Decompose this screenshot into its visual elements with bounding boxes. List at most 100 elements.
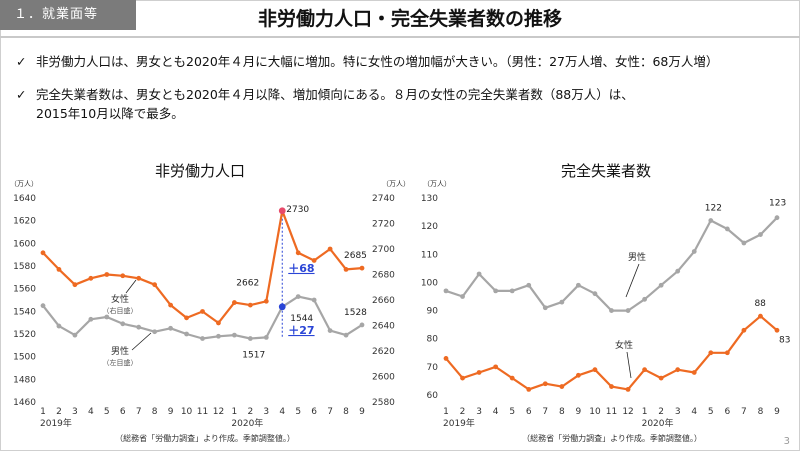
right-axis-tick-label: 2680 [372, 271, 395, 281]
page-title: 非労働力人口・完全失業者数の推移 [257, 8, 562, 30]
x-axis-tick-label: 1 [642, 407, 648, 417]
right-axis-unit: （万人） [382, 180, 410, 188]
data-point [625, 308, 631, 313]
bullet-text: 非労働力人口は、男女とも2020年４月に大幅に増加。特に女性の増加幅が大きい。（… [36, 54, 719, 69]
left-axis-tick-label: 1460 [13, 398, 36, 408]
right-axis-tick-label: 2640 [372, 322, 395, 332]
x-axis-tick-label: 3 [72, 407, 78, 417]
x-axis-tick-label: 9 [774, 407, 780, 417]
data-point [526, 282, 532, 288]
data-label: 123 [769, 199, 786, 209]
x-axis-tick-label: 12 [213, 407, 224, 417]
x-axis-tick-label: 9 [168, 407, 174, 417]
leader-line [125, 279, 137, 294]
change-annotation: ＋27 [288, 324, 314, 337]
data-point [168, 302, 174, 308]
data-label: 1517 [242, 350, 265, 360]
right-axis-tick-label: 2740 [372, 194, 395, 204]
data-point [576, 372, 581, 378]
bullet-list: ✓ 非労働力人口は、男女とも2020年４月に大幅に増加。特に女性の増加幅が大きい… [16, 52, 792, 137]
x-axis-tick-label: 2 [247, 407, 253, 417]
data-point [311, 258, 317, 263]
x-axis-year-label: 2020年 [231, 417, 263, 429]
series-label-male: 男性 [628, 251, 646, 263]
data-label: 2730 [286, 205, 309, 215]
left-axis-tick-label: 1480 [13, 375, 36, 385]
section-tab: １．就業面等 [0, 0, 136, 30]
leader-line [131, 332, 152, 351]
left-axis-tick-label: 1620 [13, 217, 36, 227]
left-axis-tick-label: 1500 [13, 353, 36, 363]
data-point [216, 320, 221, 326]
x-axis-tick-label: 11 [197, 407, 208, 417]
series-label-female: 女性 [615, 339, 633, 351]
x-axis-tick-label: 9 [576, 407, 582, 417]
data-point [136, 324, 142, 330]
bullet-item-1: ✓ 非労働力人口は、男女とも2020年４月に大幅に増加。特に女性の増加幅が大きい… [16, 52, 792, 71]
data-point [542, 305, 548, 311]
data-label: 1544 [290, 314, 313, 324]
source-note: （総務省「労働力調査」より作成。季節調整値。） [115, 433, 295, 443]
data-point [609, 384, 614, 389]
right-axis-tick-label: 2720 [372, 220, 395, 230]
right-axis-tick-label: 2600 [372, 373, 395, 383]
data-point [168, 325, 174, 331]
x-axis-tick-label: 8 [758, 407, 764, 417]
data-point [774, 327, 780, 333]
x-axis-tick-label: 10 [181, 407, 193, 417]
data-point [72, 282, 78, 288]
x-axis-year-label: 2019年 [40, 417, 72, 429]
x-axis-tick-label: 5 [708, 407, 714, 417]
data-point [40, 250, 46, 256]
data-point [708, 218, 714, 223]
data-point [443, 288, 449, 294]
x-axis-tick-label: 1 [40, 407, 46, 417]
highlight-point [278, 303, 286, 311]
data-point [232, 300, 237, 305]
data-point [56, 267, 62, 272]
data-point [609, 308, 614, 313]
x-axis-tick-label: 8 [152, 407, 158, 417]
data-point [559, 299, 565, 305]
chart-title: 完全失業者数 [561, 162, 651, 180]
data-point [327, 246, 333, 252]
leader-line [626, 351, 632, 379]
data-point [295, 294, 301, 299]
data-point [758, 232, 763, 237]
data-point [247, 336, 253, 341]
data-point [576, 282, 581, 288]
data-label: 88 [754, 299, 766, 309]
x-axis-tick-label: 11 [606, 407, 617, 417]
data-point [359, 322, 365, 328]
x-axis-tick-label: 3 [476, 407, 482, 417]
data-point [493, 364, 499, 370]
x-axis-tick-label: 6 [724, 407, 730, 417]
data-point [708, 350, 714, 356]
data-point [200, 309, 205, 314]
x-axis-tick-label: 1 [232, 407, 238, 417]
data-point [460, 375, 465, 381]
data-point [559, 384, 565, 389]
data-point [200, 336, 205, 341]
x-axis-tick-label: 7 [741, 407, 747, 417]
x-axis-tick-label: 10 [589, 407, 601, 417]
left-axis-tick-label: 90 [427, 307, 439, 317]
x-axis-tick-label: 3 [263, 407, 269, 417]
bullet-text: 完全失業者数は、男女とも2020年４月以降、増加傾向にある。８月の女性の完全失業… [36, 87, 634, 102]
bullet-item-2: ✓ 完全失業者数は、男女とも2020年４月以降、増加傾向にある。８月の女性の完全… [16, 85, 792, 123]
data-point [493, 288, 499, 294]
x-axis-tick-label: 8 [559, 407, 565, 417]
x-axis-tick-label: 9 [359, 407, 365, 417]
x-axis-tick-label: 2 [56, 407, 62, 417]
left-axis-tick-label: 1640 [13, 194, 36, 204]
data-point [343, 267, 349, 272]
x-axis-tick-label: 4 [691, 407, 697, 417]
data-point [642, 367, 647, 373]
left-axis-tick-label: 100 [421, 278, 438, 288]
data-point [724, 226, 730, 232]
data-point [724, 350, 730, 356]
data-point [184, 315, 189, 321]
x-axis-tick-label: 8 [343, 407, 349, 417]
left-axis-tick-label: 1560 [13, 285, 36, 295]
data-point [136, 275, 142, 281]
